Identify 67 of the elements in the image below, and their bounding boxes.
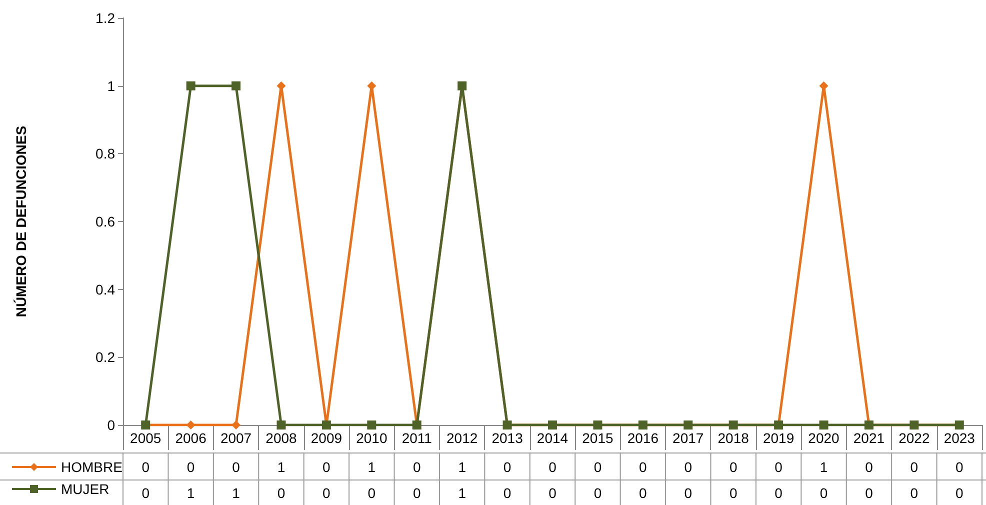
data-label: 1 bbox=[232, 485, 240, 501]
legend-label: MUJER bbox=[61, 481, 110, 497]
data-label: 1 bbox=[458, 459, 466, 475]
data-label: 0 bbox=[955, 485, 964, 501]
x-tick-label: 2010 bbox=[356, 430, 388, 446]
x-tick-label: 2009 bbox=[310, 430, 342, 446]
x-tick-label: 2015 bbox=[582, 430, 614, 446]
data-label: 0 bbox=[639, 485, 648, 501]
data-label: 1 bbox=[820, 459, 828, 475]
data-label: 0 bbox=[955, 459, 964, 475]
data-label: 0 bbox=[684, 485, 692, 501]
x-tick-label: 2005 bbox=[130, 430, 162, 446]
x-tick-label: 2019 bbox=[762, 430, 794, 446]
x-tick-label: 2008 bbox=[266, 430, 298, 446]
data-label: 1 bbox=[368, 459, 376, 475]
y-tick-label: 0 bbox=[107, 417, 116, 433]
x-tick-label: 2011 bbox=[402, 430, 432, 446]
data-label: 0 bbox=[322, 485, 331, 501]
x-tick-label: 2021 bbox=[853, 430, 885, 446]
data-label: 0 bbox=[277, 485, 286, 501]
y-tick-label: 0.8 bbox=[96, 146, 116, 162]
data-label: 0 bbox=[865, 459, 874, 475]
data-label: 0 bbox=[774, 485, 783, 501]
data-label: 0 bbox=[820, 485, 828, 501]
y-tick-label: 1.2 bbox=[96, 10, 116, 26]
data-label: 1 bbox=[186, 485, 195, 501]
y-axis-title: NÚMERO DE DEFUNCIONES bbox=[13, 126, 29, 318]
data-label: 0 bbox=[729, 485, 738, 501]
data-label: 0 bbox=[503, 485, 512, 501]
data-label: 0 bbox=[639, 459, 648, 475]
x-tick-label: 2018 bbox=[718, 430, 750, 446]
x-tick-label: 2007 bbox=[220, 430, 252, 446]
data-label: 0 bbox=[186, 459, 195, 475]
data-label: 0 bbox=[910, 485, 918, 501]
x-tick-label: 2013 bbox=[492, 430, 524, 446]
x-tick-label: 2022 bbox=[898, 430, 930, 446]
x-tick-label: 2016 bbox=[627, 430, 659, 446]
data-label: 0 bbox=[774, 459, 783, 475]
y-tick-label: 0.6 bbox=[96, 214, 116, 230]
data-label: 0 bbox=[865, 485, 874, 501]
y-tick-label: 0.2 bbox=[96, 349, 116, 366]
x-tick-label: 2014 bbox=[536, 430, 568, 446]
data-label: 0 bbox=[548, 459, 557, 475]
data-label: 0 bbox=[910, 459, 918, 475]
data-label: 0 bbox=[594, 485, 602, 501]
x-tick-label: 2023 bbox=[944, 430, 976, 446]
x-tick-label: 2017 bbox=[672, 430, 704, 446]
data-label: 0 bbox=[142, 485, 150, 501]
y-tick-label: 0.4 bbox=[96, 281, 116, 298]
data-label: 0 bbox=[368, 485, 376, 501]
data-label: 0 bbox=[412, 485, 421, 501]
data-label: 0 bbox=[503, 459, 512, 475]
legend-label: HOMBRE bbox=[61, 459, 122, 475]
data-label: 0 bbox=[684, 459, 692, 475]
data-label: 0 bbox=[322, 459, 331, 475]
x-tick-label: 2006 bbox=[175, 430, 207, 446]
data-label: 0 bbox=[548, 485, 557, 501]
y-tick-label: 1 bbox=[107, 78, 116, 94]
x-tick-label: 2012 bbox=[446, 430, 478, 446]
data-label: 0 bbox=[594, 459, 602, 475]
data-label: 0 bbox=[142, 459, 150, 475]
data-label: 1 bbox=[458, 485, 466, 501]
data-label: 0 bbox=[729, 459, 738, 475]
x-tick-label: 2020 bbox=[808, 430, 840, 446]
data-label: 0 bbox=[412, 459, 421, 475]
data-label: 0 bbox=[232, 459, 240, 475]
data-label: 1 bbox=[277, 459, 286, 475]
